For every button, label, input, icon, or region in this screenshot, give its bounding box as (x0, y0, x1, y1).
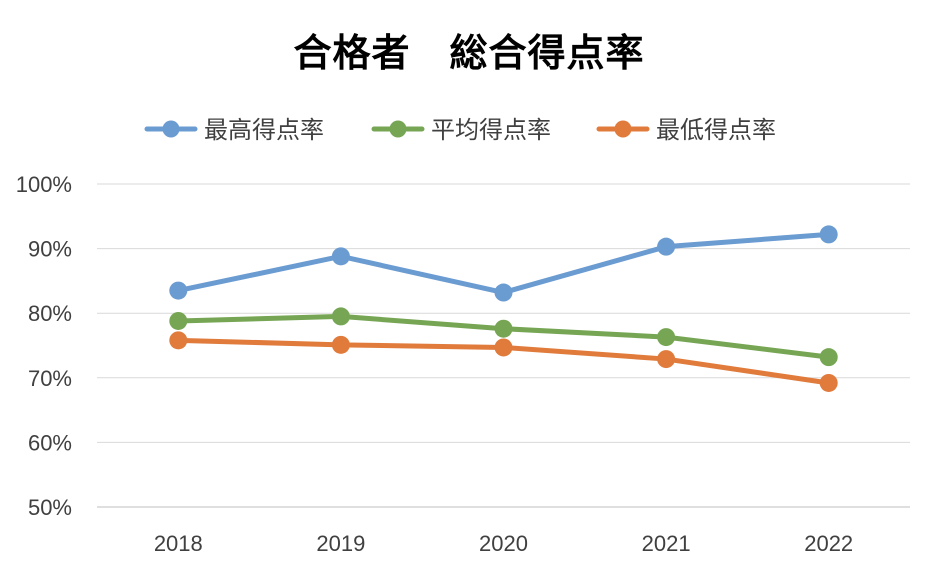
data-point (819, 348, 838, 367)
series-3 (169, 331, 838, 392)
legend-label: 最高得点率 (204, 116, 324, 144)
x-tick-label: 2021 (642, 531, 691, 556)
data-point (657, 237, 676, 256)
y-tick-label: 60% (28, 430, 72, 455)
data-point (657, 350, 676, 369)
data-point (331, 307, 350, 326)
data-point (819, 373, 838, 392)
data-point (331, 335, 350, 354)
chart-title: 合格者 総合得点率 (293, 31, 645, 75)
legend-item: 最低得点率 (596, 116, 776, 144)
gridlines (97, 183, 910, 508)
data-point (169, 331, 188, 350)
data-point (494, 319, 513, 338)
legend: 最高得点率 平均得点率 最低得点率 (144, 116, 776, 144)
y-tick-label: 90% (28, 237, 72, 262)
series-lines (169, 225, 838, 392)
legend-marker (162, 120, 180, 138)
data-point (494, 338, 513, 357)
x-axis-labels: 2018 2019 2020 2021 2022 (154, 531, 853, 556)
legend-label: 平均得点率 (431, 116, 551, 144)
y-tick-label: 100% (16, 172, 72, 197)
data-point (169, 311, 188, 330)
x-tick-label: 2018 (154, 531, 203, 556)
series-2 (169, 307, 838, 367)
x-tick-label: 2022 (804, 531, 853, 556)
series-1 (169, 225, 838, 302)
y-tick-label: 70% (28, 366, 72, 391)
legend-label: 最低得点率 (656, 116, 776, 144)
data-point (494, 283, 513, 302)
x-tick-label: 2019 (316, 531, 365, 556)
legend-item: 平均得点率 (371, 116, 551, 144)
x-tick-label: 2020 (479, 531, 528, 556)
legend-marker (614, 120, 632, 138)
data-point (331, 247, 350, 266)
legend-marker (389, 120, 407, 138)
y-tick-label: 80% (28, 301, 72, 326)
y-tick-label: 50% (28, 495, 72, 520)
y-axis-labels: 50% 60% 70% 80% 90% 100% (16, 172, 72, 520)
data-point (169, 281, 188, 300)
legend-item: 最高得点率 (144, 116, 324, 144)
data-point (819, 225, 838, 244)
data-point (657, 328, 676, 347)
